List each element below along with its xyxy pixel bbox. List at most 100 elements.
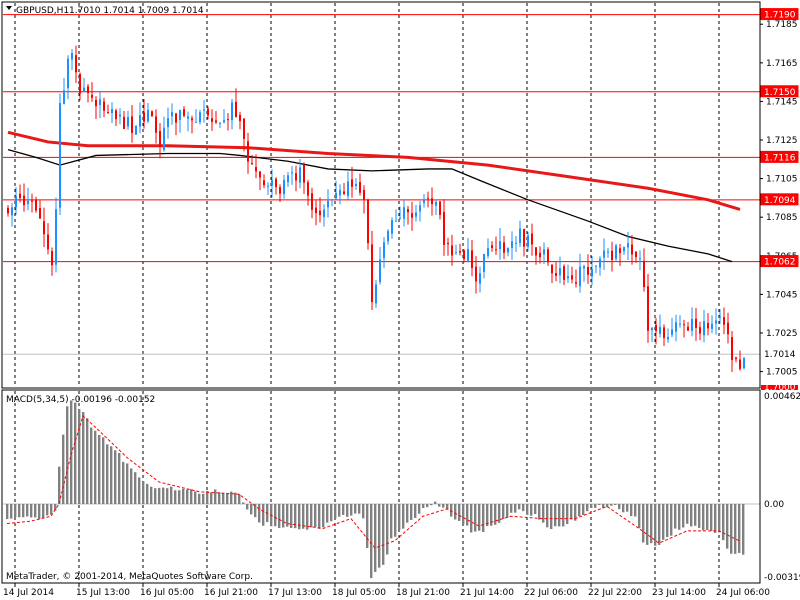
candle-35[interactable] bbox=[147, 103, 149, 124]
candle-63[interactable] bbox=[259, 171, 261, 191]
candle-4[interactable] bbox=[23, 183, 25, 212]
candle-72[interactable] bbox=[295, 165, 297, 192]
candle-10[interactable] bbox=[47, 223, 49, 255]
candle-32[interactable] bbox=[135, 125, 137, 135]
candle-19[interactable] bbox=[83, 78, 85, 92]
candle-107[interactable] bbox=[435, 199, 437, 216]
candle-54[interactable] bbox=[223, 109, 225, 124]
candle-93[interactable] bbox=[379, 246, 381, 285]
candle-73[interactable] bbox=[299, 159, 301, 189]
candle-52[interactable] bbox=[215, 111, 217, 125]
candle-158[interactable] bbox=[639, 250, 641, 271]
candle-117[interactable] bbox=[475, 256, 477, 294]
candle-145[interactable] bbox=[587, 254, 589, 284]
candle-41[interactable] bbox=[171, 103, 173, 125]
candle-122[interactable] bbox=[495, 236, 497, 255]
candle-69[interactable] bbox=[283, 174, 285, 199]
candle-70[interactable] bbox=[287, 171, 289, 187]
candle-100[interactable] bbox=[407, 205, 409, 225]
candle-6[interactable] bbox=[31, 193, 33, 213]
candle-140[interactable] bbox=[567, 264, 569, 283]
candle-143[interactable] bbox=[579, 253, 581, 293]
candle-171[interactable] bbox=[691, 307, 693, 337]
candle-120[interactable] bbox=[487, 238, 489, 259]
candle-155[interactable] bbox=[627, 232, 629, 261]
candle-103[interactable] bbox=[419, 200, 421, 222]
candle-108[interactable] bbox=[439, 200, 441, 220]
candle-136[interactable] bbox=[551, 264, 553, 284]
candle-17[interactable] bbox=[75, 45, 77, 83]
candle-163[interactable] bbox=[659, 314, 661, 338]
candle-181[interactable] bbox=[731, 330, 733, 373]
candle-150[interactable] bbox=[607, 247, 609, 258]
candle-79[interactable] bbox=[323, 204, 325, 227]
candle-29[interactable] bbox=[123, 110, 125, 130]
candle-81[interactable] bbox=[331, 198, 333, 207]
candle-83[interactable] bbox=[339, 184, 341, 205]
candle-168[interactable] bbox=[679, 315, 681, 328]
candle-125[interactable] bbox=[507, 247, 509, 257]
candle-74[interactable] bbox=[303, 162, 305, 194]
candle-167[interactable] bbox=[675, 314, 677, 342]
candle-39[interactable] bbox=[163, 116, 165, 152]
candle-116[interactable] bbox=[471, 239, 473, 277]
candle-38[interactable] bbox=[159, 123, 161, 159]
candle-16[interactable] bbox=[71, 49, 73, 70]
candle-82[interactable] bbox=[335, 180, 337, 200]
candle-47[interactable] bbox=[195, 109, 197, 123]
candle-59[interactable] bbox=[243, 117, 245, 152]
candle-109[interactable] bbox=[443, 199, 445, 256]
candle-15[interactable] bbox=[67, 55, 69, 100]
candle-43[interactable] bbox=[179, 109, 181, 133]
candle-132[interactable] bbox=[535, 247, 537, 265]
candle-112[interactable] bbox=[455, 244, 457, 255]
candle-5[interactable] bbox=[27, 187, 29, 211]
candle-60[interactable] bbox=[247, 132, 249, 174]
candle-14[interactable] bbox=[63, 77, 65, 105]
candle-48[interactable] bbox=[199, 109, 201, 125]
candle-2[interactable] bbox=[15, 187, 17, 215]
candlesticks[interactable] bbox=[7, 45, 745, 373]
candle-174[interactable] bbox=[703, 309, 705, 343]
candle-139[interactable] bbox=[563, 264, 565, 286]
candle-80[interactable] bbox=[327, 189, 329, 218]
candle-180[interactable] bbox=[727, 312, 729, 344]
candle-134[interactable] bbox=[543, 242, 545, 264]
candle-51[interactable] bbox=[211, 109, 213, 131]
candle-13[interactable] bbox=[59, 93, 61, 216]
candle-127[interactable] bbox=[515, 236, 517, 252]
candle-172[interactable] bbox=[695, 307, 697, 341]
candle-152[interactable] bbox=[615, 243, 617, 262]
candle-146[interactable] bbox=[591, 255, 593, 286]
candle-165[interactable] bbox=[667, 328, 669, 343]
candle-121[interactable] bbox=[491, 241, 493, 252]
candle-7[interactable] bbox=[35, 196, 37, 213]
candle-61[interactable] bbox=[251, 154, 253, 165]
candle-20[interactable] bbox=[87, 83, 89, 103]
candle-12[interactable] bbox=[55, 197, 57, 273]
candle-3[interactable] bbox=[19, 184, 21, 203]
candle-27[interactable] bbox=[115, 108, 117, 126]
candle-110[interactable] bbox=[447, 237, 449, 256]
candle-124[interactable] bbox=[503, 236, 505, 260]
candle-42[interactable] bbox=[175, 112, 177, 136]
candle-92[interactable] bbox=[375, 279, 377, 309]
candle-53[interactable] bbox=[219, 122, 221, 129]
candle-58[interactable] bbox=[239, 111, 241, 130]
candle-71[interactable] bbox=[291, 166, 293, 185]
candle-160[interactable] bbox=[647, 273, 649, 343]
candle-86[interactable] bbox=[351, 166, 353, 198]
candle-173[interactable] bbox=[699, 321, 701, 341]
candle-75[interactable] bbox=[307, 179, 309, 206]
candle-40[interactable] bbox=[167, 107, 169, 139]
candle-183[interactable] bbox=[739, 350, 741, 371]
candle-164[interactable] bbox=[663, 324, 665, 347]
candle-77[interactable] bbox=[315, 200, 317, 226]
candle-131[interactable] bbox=[531, 223, 533, 256]
triangle-down-icon[interactable] bbox=[6, 6, 12, 10]
candle-8[interactable] bbox=[39, 200, 41, 219]
candle-135[interactable] bbox=[547, 247, 549, 266]
candle-64[interactable] bbox=[263, 174, 265, 189]
candle-126[interactable] bbox=[511, 231, 513, 260]
candle-141[interactable] bbox=[571, 266, 573, 284]
